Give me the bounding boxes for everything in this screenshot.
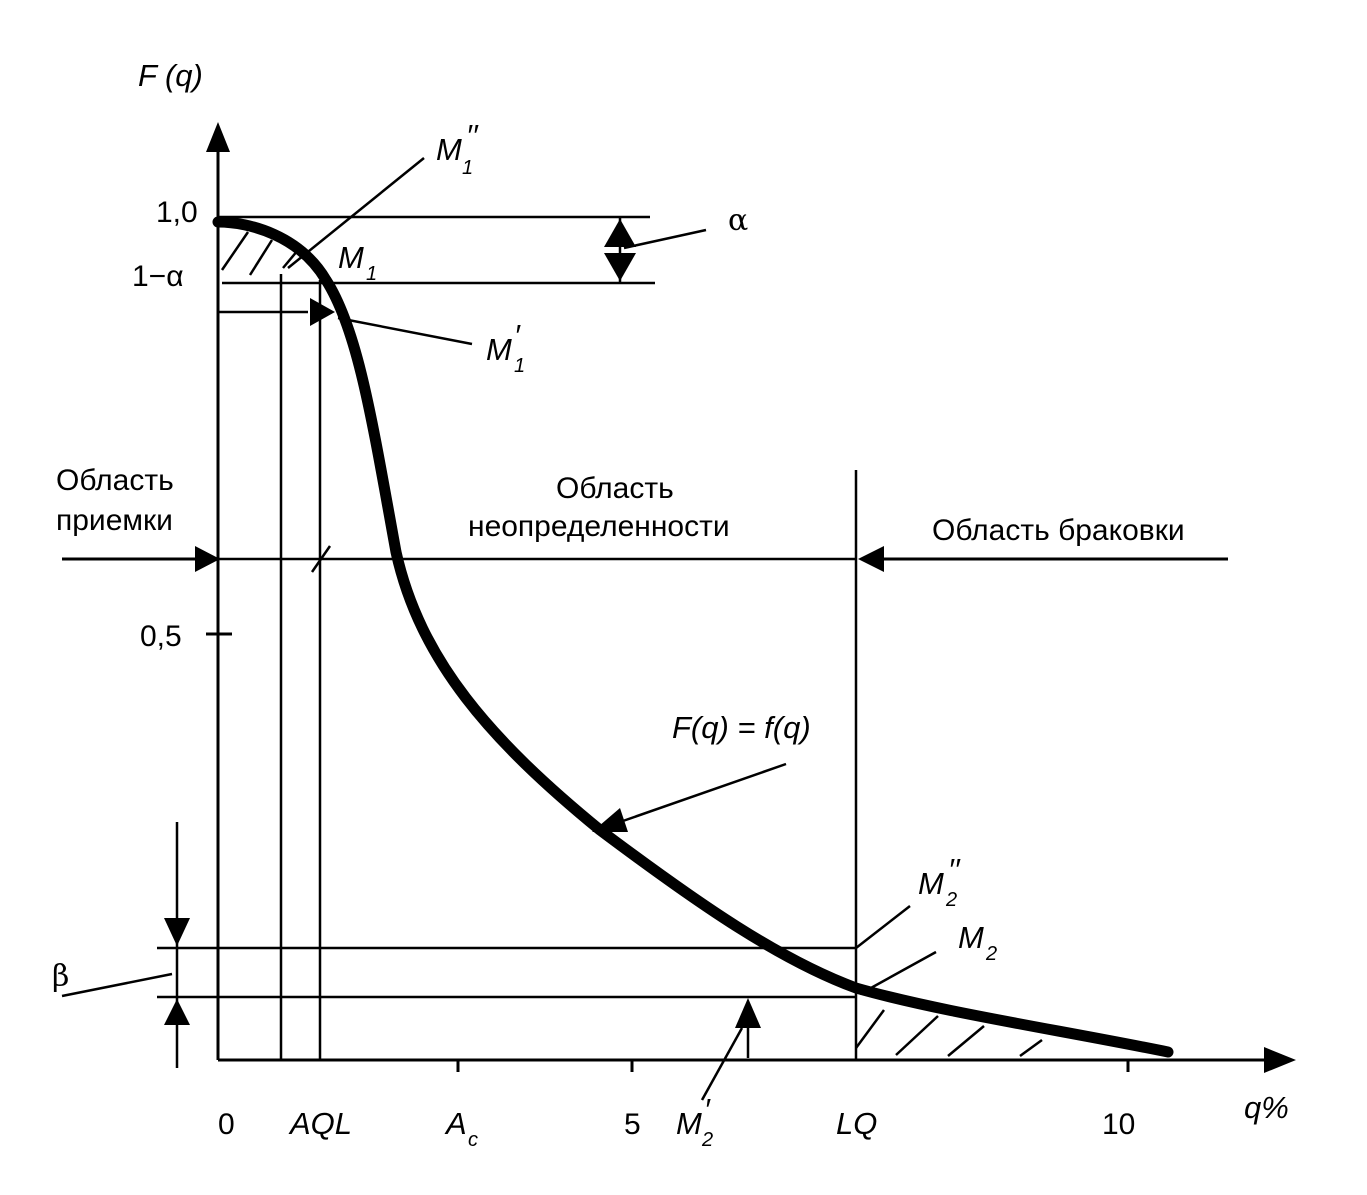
y-tick-label-half: 0,5	[140, 620, 182, 653]
curve-label: F(q) = f(q)	[672, 710, 811, 745]
m2-prime-sub: 2	[701, 1129, 713, 1151]
beta-leader	[61, 972, 173, 998]
x-tick-label-5: 5	[624, 1108, 641, 1141]
m1-dprime-sub: 1	[462, 157, 473, 179]
alpha-arrow-up	[604, 219, 636, 247]
m2-dprime-label: M	[918, 866, 944, 901]
y-axis-label: F (q)	[138, 58, 203, 93]
oc-curve	[212, 216, 1174, 1058]
x-tick-label-lq: LQ	[836, 1106, 877, 1141]
alpha-leader	[623, 228, 707, 250]
beta-arrow-up	[164, 999, 190, 1025]
m1-dprime-leader	[287, 157, 425, 269]
acceptance-arrowhead	[195, 546, 220, 572]
m2-sub: 2	[985, 943, 997, 965]
x-tick-label-0: 0	[218, 1108, 235, 1141]
m1-prime-leader	[337, 316, 473, 346]
aql-tick-mark	[310, 545, 332, 573]
x-tick-label-ac-sub: c	[468, 1129, 478, 1151]
m2-dprime-leader	[855, 905, 911, 949]
m2-dprime-sub: 2	[945, 889, 957, 911]
alpha-label: α	[728, 203, 748, 238]
acceptance-region-line1: Область	[56, 464, 174, 497]
uncertainty-region-line2: неопределенности	[468, 510, 730, 543]
y-tick-label-1: 1,0	[156, 196, 198, 229]
m2-prime-label: M	[676, 1106, 702, 1141]
m2-dprime-mark: ′′	[948, 852, 961, 887]
beta-risk-hatching	[854, 1009, 1043, 1058]
x-tick-label-ac: A	[444, 1106, 467, 1141]
curve-label-leader	[619, 762, 787, 824]
x-axis-label: q%	[1244, 1090, 1289, 1125]
m2-prime-mark: ′	[704, 1092, 711, 1127]
acceptance-region-line2: приемки	[56, 504, 173, 537]
x-tick-label-10: 10	[1102, 1108, 1135, 1141]
m1-dprime-mark: ′′	[466, 118, 479, 153]
m2-prime-leader	[700, 1027, 744, 1101]
m1-label: M	[338, 240, 364, 275]
m1-prime-label: M	[486, 332, 512, 367]
x-tick-label-aql: AQL	[288, 1106, 352, 1141]
uncertainty-region-line1: Область	[556, 472, 674, 505]
m1-dprime-label: M	[436, 132, 462, 167]
curve-label-arrowhead	[592, 808, 628, 832]
rejection-region-label: Область браковки	[932, 514, 1185, 547]
m1-sub: 1	[366, 263, 377, 285]
beta-arrow-down	[164, 918, 190, 946]
y-axis-arrow	[206, 122, 230, 152]
m2-prime-arrowhead	[735, 998, 761, 1028]
m2-leader	[859, 950, 937, 996]
rejection-arrowhead	[858, 546, 884, 572]
m1-prime-mark: ′	[514, 318, 521, 353]
y-tick-label-1-minus-alpha: 1−α	[132, 260, 184, 293]
alpha-arrow-down	[604, 253, 636, 281]
m2-label: M	[958, 920, 984, 955]
m1-prime-arrowhead	[310, 298, 335, 326]
x-axis-arrow	[1264, 1047, 1296, 1073]
m1-prime-sub: 1	[514, 355, 525, 377]
beta-label: β	[52, 959, 69, 994]
